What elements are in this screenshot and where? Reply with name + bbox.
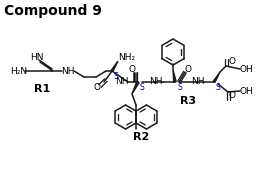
Text: O: O <box>184 64 191 74</box>
Text: O: O <box>228 91 235 99</box>
Polygon shape <box>213 72 220 83</box>
Text: NH: NH <box>149 77 163 87</box>
Text: O: O <box>93 83 100 91</box>
Text: R1: R1 <box>34 84 50 94</box>
Polygon shape <box>132 81 139 94</box>
Text: H₂N: H₂N <box>10 67 27 75</box>
Text: O: O <box>228 57 235 67</box>
Text: S: S <box>215 83 220 92</box>
Text: NH: NH <box>61 67 75 75</box>
Text: NH: NH <box>115 77 129 87</box>
Text: OH: OH <box>240 64 254 74</box>
Text: O: O <box>128 64 135 74</box>
Text: NH₂: NH₂ <box>118 53 135 63</box>
Text: NH: NH <box>191 77 205 87</box>
Text: Compound 9: Compound 9 <box>4 4 102 18</box>
Text: R3: R3 <box>180 96 196 106</box>
Text: R2: R2 <box>133 132 149 142</box>
Text: S: S <box>177 83 182 92</box>
Text: S: S <box>114 72 119 81</box>
Polygon shape <box>173 70 176 82</box>
Text: HN: HN <box>30 53 44 63</box>
Text: OH: OH <box>240 87 254 95</box>
Text: S: S <box>140 83 145 92</box>
Polygon shape <box>111 61 118 71</box>
